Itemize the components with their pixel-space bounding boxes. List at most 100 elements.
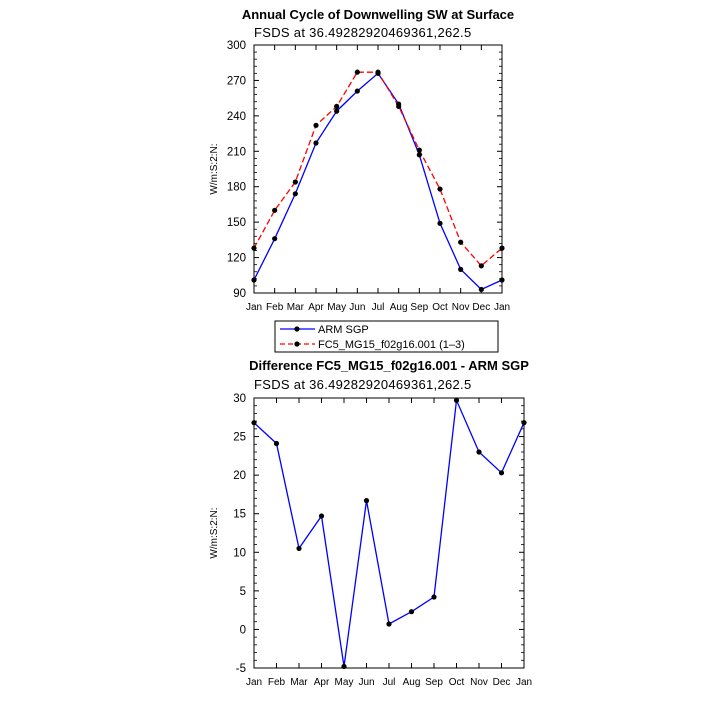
legend-label-model: FC5_MG15_f02g16.001 (1–3) <box>318 339 465 351</box>
series-line-1 <box>253 71 503 267</box>
legend-box <box>274 320 499 353</box>
x-tick-label: Feb <box>268 677 286 688</box>
data-point-1 <box>251 245 257 251</box>
data-point-0 <box>521 420 527 426</box>
y-tick-label: 30 <box>233 393 246 405</box>
y-tick-label: 25 <box>233 432 246 444</box>
data-point-0 <box>272 236 278 242</box>
y-tick-label: 180 <box>227 182 246 194</box>
y-tick-label: 240 <box>227 111 246 123</box>
difference-chart: Difference FC5_MG15_f02g16.001 - ARM SGP… <box>209 358 532 688</box>
axes: Jan Feb Mar Apr May Jun Jul Aug Sep Oct Nov Dec Jan9… <box>227 40 510 313</box>
data-point-0 <box>354 88 360 94</box>
chart-subtitle: FSDS at 36.49282920469361,262.5 <box>254 25 471 40</box>
legend: ARM SGP FC5_MG15_f02g16.001 (1–3) <box>274 320 499 353</box>
x-tick-label: Oct <box>449 677 465 688</box>
data-point-1 <box>458 239 464 245</box>
data-point-0 <box>386 621 392 627</box>
x-tick-label: Oct <box>432 302 448 313</box>
data-point-0 <box>363 498 370 504</box>
data-point-0 <box>408 609 415 615</box>
y-tick-label: 150 <box>227 217 246 229</box>
legend-marker-model <box>294 341 300 347</box>
series-layer <box>251 397 527 670</box>
data-point-1 <box>375 69 381 75</box>
data-point-1 <box>478 263 484 269</box>
x-tick-label: Mar <box>287 302 305 313</box>
y-tick-label: 270 <box>227 75 246 87</box>
data-point-0 <box>341 663 347 670</box>
data-point-0 <box>313 140 319 146</box>
x-tick-label: Nov <box>452 302 470 313</box>
data-point-1 <box>313 122 319 128</box>
data-point-1 <box>292 179 298 185</box>
data-point-0 <box>251 420 257 426</box>
x-tick-label: May <box>335 677 354 688</box>
legend-label-arm: ARM SGP <box>318 324 369 336</box>
series-line-0 <box>253 72 503 291</box>
data-point-0 <box>292 191 298 197</box>
y-tick-label: 20 <box>233 470 246 482</box>
data-point-1 <box>437 186 443 192</box>
chart-subtitle: FSDS at 36.49282920469361,262.5 <box>254 377 471 392</box>
legend-marker-arm <box>294 326 300 332</box>
data-point-0 <box>416 152 422 158</box>
y-axis-label: W/m:S:2:N: <box>209 507 220 558</box>
x-tick-label: Dec <box>472 302 490 313</box>
x-tick-label: Dec <box>493 677 511 688</box>
data-point-1 <box>416 147 422 153</box>
x-tick-label: Sep <box>425 677 443 688</box>
y-tick-label: 0 <box>240 624 246 636</box>
x-tick-label: Feb <box>266 302 284 313</box>
data-point-0 <box>334 108 340 114</box>
x-tick-label: Jul <box>372 302 385 313</box>
data-point-0 <box>499 277 505 283</box>
data-point-1 <box>396 103 402 110</box>
y-axis-label: W/m:S:2:N: <box>209 143 220 194</box>
x-tick-label: Aug <box>403 677 421 688</box>
x-tick-label: Jan <box>246 302 262 313</box>
y-tick-label: 210 <box>227 146 246 158</box>
data-point-0 <box>453 397 460 403</box>
series-layer <box>251 69 505 293</box>
data-point-0 <box>478 286 484 293</box>
data-point-0 <box>251 277 257 283</box>
chart-title: Difference FC5_MG15_f02g16.001 - ARM SGP <box>249 358 529 373</box>
x-tick-label: Jan <box>494 302 510 313</box>
data-point-0 <box>437 220 443 226</box>
x-tick-label: Aug <box>390 302 408 313</box>
data-point-0 <box>476 449 482 455</box>
data-point-0 <box>431 594 437 600</box>
plot-frame <box>253 397 525 669</box>
x-tick-label: Jan <box>516 677 532 688</box>
y-tick-label: 120 <box>227 253 246 265</box>
data-point-0 <box>273 440 280 447</box>
data-point-0 <box>296 545 302 552</box>
y-tick-label: -5 <box>236 663 246 675</box>
data-point-0 <box>318 513 325 519</box>
plot-frame <box>253 44 503 294</box>
data-point-0 <box>498 470 505 476</box>
y-tick-label: 10 <box>233 547 246 559</box>
y-tick-label: 15 <box>233 509 246 521</box>
y-tick-label: 90 <box>233 288 246 300</box>
x-tick-label: Nov <box>470 677 488 688</box>
x-tick-label: Jul <box>383 677 396 688</box>
data-point-1 <box>354 69 360 75</box>
y-tick-label: 300 <box>227 40 246 52</box>
x-tick-label: Mar <box>290 677 308 688</box>
x-tick-label: Apr <box>314 677 330 688</box>
x-tick-label: Apr <box>308 302 324 313</box>
data-point-1 <box>334 103 340 110</box>
chart-title: Annual Cycle of Downwelling SW at Surfac… <box>242 7 514 22</box>
x-tick-label: May <box>327 302 346 313</box>
data-point-0 <box>458 266 464 272</box>
data-point-1 <box>272 207 278 213</box>
y-tick-label: 5 <box>240 586 246 598</box>
data-point-1 <box>499 245 505 251</box>
axes: Jan Feb Mar Apr May Jun Jul Aug Sep Oct Nov Dec Jan-… <box>233 393 532 688</box>
x-tick-label: Sep <box>410 302 428 313</box>
x-tick-label: Jun <box>349 302 365 313</box>
x-tick-label: Jan <box>246 677 262 688</box>
